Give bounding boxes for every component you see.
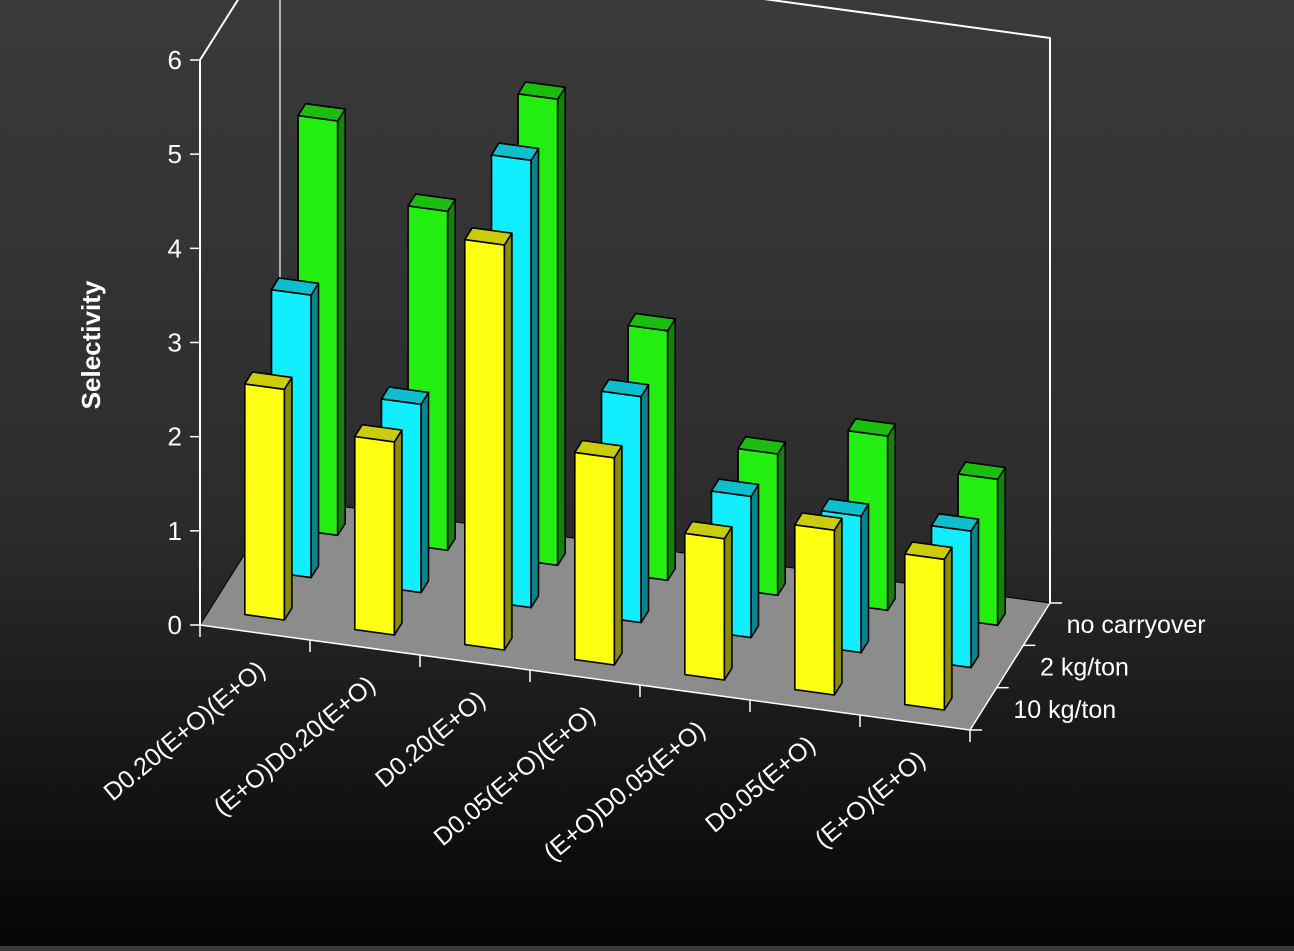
bar-top-face — [957, 461, 1007, 481]
bar-side-face — [336, 108, 347, 537]
bar-front-face — [903, 553, 946, 711]
bar-side-face — [886, 423, 897, 612]
y-tick-label: 2 — [168, 422, 182, 452]
y-tick-label: 3 — [168, 328, 182, 358]
bar-front-face — [793, 523, 836, 696]
bar-top-face — [930, 512, 980, 532]
y-tick-label: 0 — [168, 610, 182, 640]
bar-top-face — [903, 541, 953, 561]
series-label: no carryover — [1067, 611, 1206, 639]
bar-side-face — [393, 429, 403, 636]
bar-front-face — [463, 238, 506, 651]
x-axis-line — [199, 624, 971, 731]
bar-side-face — [503, 232, 513, 651]
series-label: 2 kg/ton — [1040, 654, 1129, 682]
x-category-label: D0.05(E+O) — [700, 731, 821, 839]
bar-top-face — [820, 497, 870, 517]
x-category-label: D0.20(E+O) — [370, 686, 491, 794]
bar-top-face — [573, 439, 623, 459]
bar-side-face — [970, 518, 980, 669]
bar — [353, 423, 403, 636]
bar-top-face — [463, 227, 513, 246]
bar — [903, 541, 953, 711]
bar-side-face — [723, 526, 733, 681]
bar-front-face — [683, 532, 726, 681]
bar-side-face — [860, 503, 870, 654]
x-category-label: (E+O)(E+O) — [810, 746, 931, 854]
bar — [463, 227, 513, 651]
bar-side-face — [420, 391, 430, 594]
bar-front-face — [353, 435, 396, 636]
bar-side-face — [556, 86, 567, 567]
bar-top-face — [683, 520, 733, 540]
bar — [683, 520, 733, 681]
bar-top-face — [847, 417, 897, 437]
bar-side-face — [776, 441, 787, 597]
bar — [244, 371, 293, 621]
bar — [573, 439, 623, 666]
bar-top-face — [793, 512, 843, 532]
bar-side-face — [613, 445, 623, 666]
y-axis-label: Selectivity — [76, 280, 106, 409]
y-tick-label: 1 — [168, 516, 182, 546]
bar-top-face — [270, 277, 320, 296]
bar-top-face — [380, 386, 430, 406]
y-tick-label: 6 — [168, 45, 182, 75]
bar-top-face — [737, 435, 787, 455]
bar-side-face — [446, 198, 457, 552]
series-label: 10 kg/ton — [1013, 696, 1116, 724]
depth-axis-line — [969, 602, 1051, 731]
bar-top-face — [353, 423, 403, 443]
bar-side-face — [833, 517, 843, 696]
bar-side-face — [666, 318, 677, 582]
bar-side-face — [943, 546, 953, 711]
bar-top-face — [600, 378, 650, 398]
bar-side-face — [996, 466, 1007, 627]
chart-bars — [244, 81, 1007, 711]
bar-side-face — [310, 282, 320, 579]
bar-top-face — [490, 142, 540, 162]
bar-top-face — [517, 81, 567, 100]
bar-top-face — [407, 193, 457, 213]
bar-side-face — [530, 147, 540, 609]
bar-top-face — [244, 371, 293, 391]
y-tick-label: 5 — [168, 139, 182, 169]
chart-axes: 0 1 2 3 4 5 6 — [168, 45, 1062, 742]
y-tick-label: 4 — [168, 233, 182, 263]
bar-top-face — [710, 478, 760, 498]
bar-top-face — [297, 102, 347, 122]
bar-top-face — [627, 312, 677, 332]
bar-side-face — [750, 483, 760, 639]
bar-side-face — [283, 376, 293, 621]
bar-front-face — [573, 451, 616, 666]
bar-front-face — [244, 383, 286, 621]
bar — [793, 512, 843, 696]
bar-side-face — [640, 383, 650, 624]
